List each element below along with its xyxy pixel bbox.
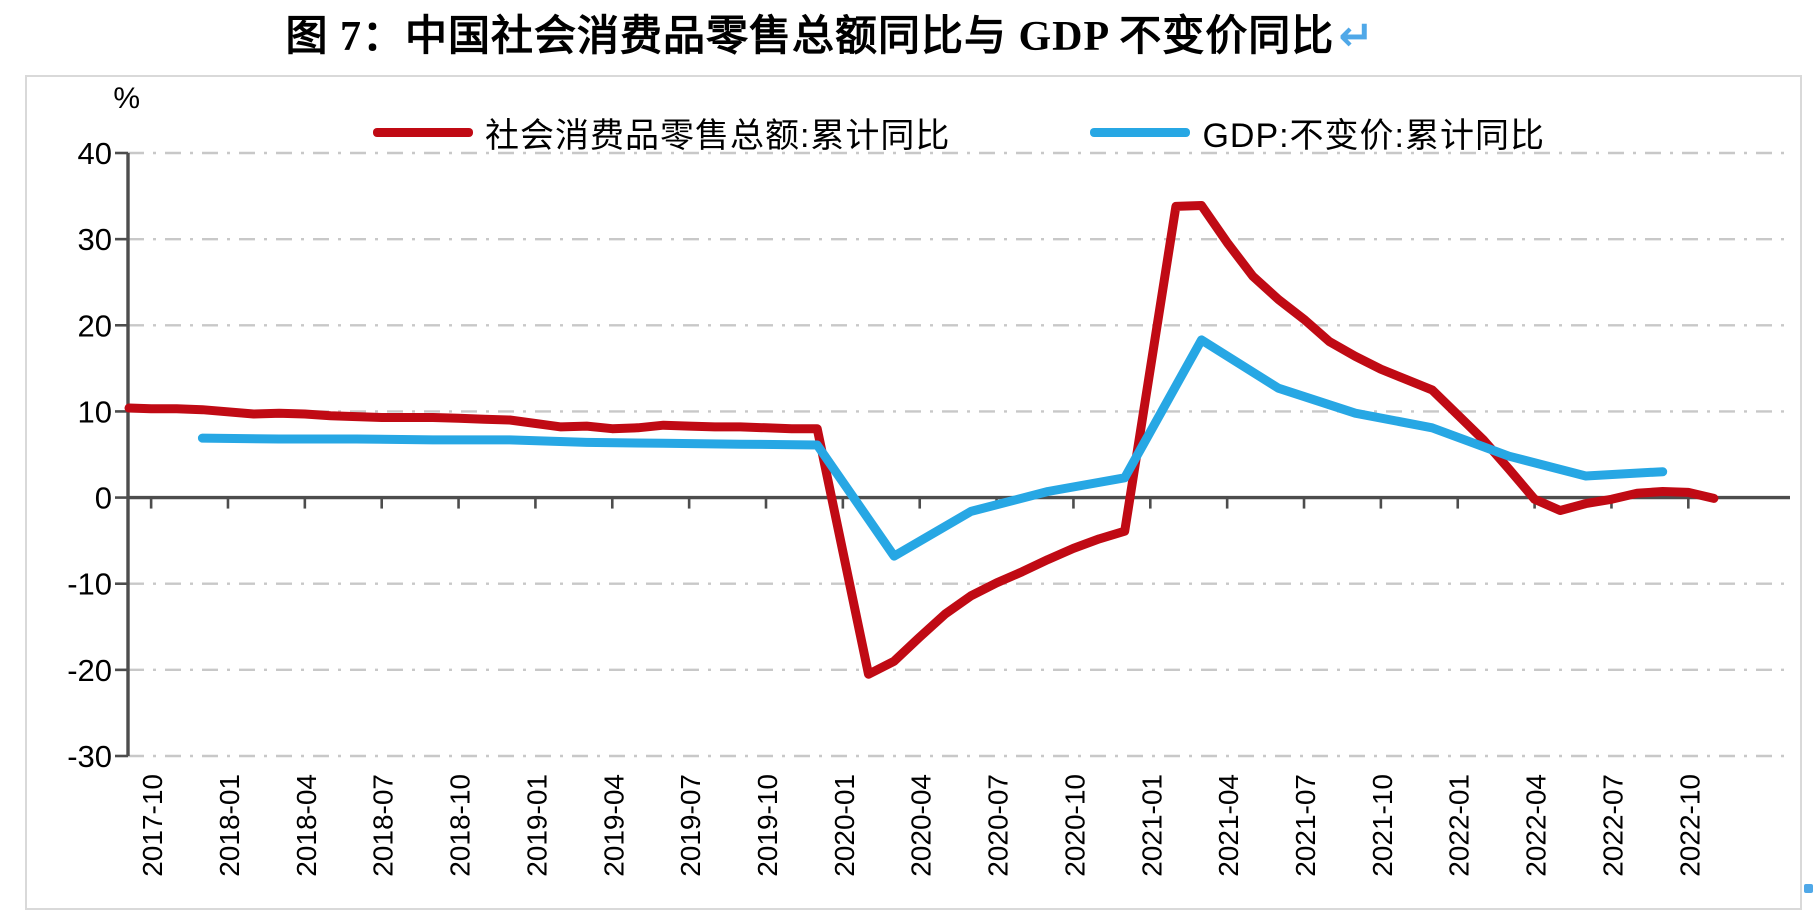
x-axis-tick-label: 2018-10 bbox=[445, 774, 476, 877]
x-axis-tick-label: 2022-04 bbox=[1521, 774, 1552, 877]
chart-border-box bbox=[25, 75, 1802, 910]
x-axis-tick-label: 2022-01 bbox=[1444, 774, 1475, 877]
legend-line-swatch bbox=[1090, 128, 1191, 137]
y-axis-tick-label: 20 bbox=[78, 308, 112, 343]
y-axis-tick-label: 10 bbox=[78, 394, 112, 429]
legend-item-gdp: GDP:不变价:累计同比 bbox=[1090, 108, 1545, 157]
y-axis-tick-label: 40 bbox=[78, 136, 112, 171]
y-axis-tick-label: -10 bbox=[67, 567, 112, 602]
chart-title: 图 7：中国社会消费品零售总额同比与 GDP 不变价同比↵ bbox=[0, 2, 1660, 63]
legend-item-retail: 社会消费品零售总额:累计同比 bbox=[372, 108, 951, 157]
x-axis-tick-label: 2020-04 bbox=[906, 774, 937, 877]
x-axis-tick-label: 2021-10 bbox=[1367, 774, 1398, 877]
x-axis-tick-label: 2019-04 bbox=[598, 774, 629, 877]
x-axis-tick-label: 2018-01 bbox=[214, 774, 245, 877]
x-axis-tick-label: 2022-07 bbox=[1597, 774, 1628, 877]
y-axis-tick-label: 30 bbox=[78, 222, 112, 257]
chart-title-text: 图 7：中国社会消费品零售总额同比与 GDP 不变价同比 bbox=[285, 14, 1335, 60]
x-axis-tick-label: 2018-04 bbox=[291, 774, 322, 877]
object-anchor-mark bbox=[1804, 884, 1813, 893]
x-axis-tick-label: 2020-10 bbox=[1059, 774, 1090, 877]
x-axis-tick-label: 2020-01 bbox=[829, 774, 860, 877]
x-axis-tick-label: 2019-07 bbox=[675, 774, 706, 877]
x-axis-tick-label: 2022-10 bbox=[1674, 774, 1705, 877]
x-axis-tick-label: 2019-10 bbox=[752, 774, 783, 877]
y-axis-unit-label: % bbox=[113, 82, 140, 115]
y-axis-tick-label: -20 bbox=[67, 653, 112, 688]
x-axis-tick-label: 2018-07 bbox=[368, 774, 399, 877]
legend: 社会消费品零售总额:累计同比 GDP:不变价:累计同比 bbox=[128, 108, 1790, 157]
x-axis-tick-label: 2021-04 bbox=[1213, 774, 1244, 877]
x-axis-tick-label: 2021-01 bbox=[1136, 774, 1167, 877]
legend-label: GDP:不变价:累计同比 bbox=[1202, 117, 1546, 155]
y-axis-tick-label: -30 bbox=[67, 739, 112, 774]
x-axis-tick-label: 2020-07 bbox=[983, 774, 1014, 877]
x-axis-tick-label: 2021-07 bbox=[1290, 774, 1321, 877]
legend-label: 社会消费品零售总额:累计同比 bbox=[484, 117, 951, 155]
series-line-gdp bbox=[197, 335, 1668, 561]
series-line-retail bbox=[124, 201, 1719, 679]
x-axis-tick-label: 2019-01 bbox=[521, 774, 552, 877]
x-axis-tick-label: 2017-10 bbox=[137, 774, 168, 877]
legend-line-swatch bbox=[372, 128, 473, 137]
return-mark-icon: ↵ bbox=[1338, 11, 1375, 60]
y-axis-tick-label: 0 bbox=[95, 481, 112, 516]
